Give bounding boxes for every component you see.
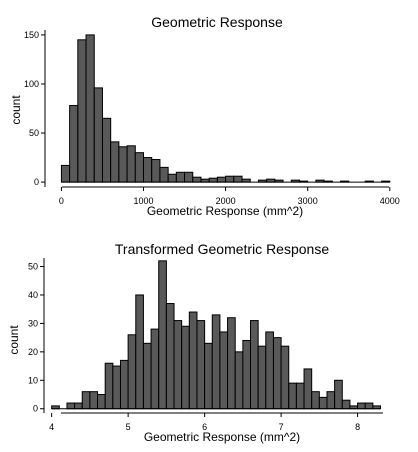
histogram-bar	[265, 331, 274, 410]
histogram-bar	[74, 402, 83, 410]
histogram-bar	[118, 146, 128, 183]
y-tick-label: 150	[24, 30, 39, 40]
histogram-bar	[173, 320, 183, 410]
histogram-bar	[69, 105, 79, 183]
histogram-bar	[167, 173, 177, 183]
histogram-bar	[126, 145, 136, 183]
histogram-bar	[357, 402, 366, 410]
histogram-bar	[93, 87, 103, 183]
histogram-bar	[165, 303, 175, 410]
histogram-bar	[364, 402, 374, 410]
histogram-bar	[112, 365, 121, 410]
y-tick-label: 100	[24, 79, 39, 89]
histogram-bar	[77, 39, 87, 183]
histogram-bar	[272, 337, 282, 410]
chart-geometric-response: Geometric Response 0 1000 2000 3000 4000 0 50…	[9, 14, 400, 218]
histogram-bar	[159, 166, 169, 183]
histogram-bar	[158, 260, 167, 410]
y-axis-label: count	[7, 325, 21, 355]
histogram-bar	[233, 175, 243, 183]
histogram-bar	[225, 175, 235, 183]
y-tick-label: 0	[33, 404, 38, 414]
x-tick-label: 4000	[380, 196, 400, 206]
histogram-bar	[151, 159, 161, 183]
histogram-bar	[216, 176, 227, 183]
histogram-bar	[142, 342, 152, 410]
x-tick-label: 4	[49, 422, 54, 432]
y-tick-label: 30	[28, 318, 38, 328]
histogram-bar	[134, 152, 145, 183]
x-tick-label: 1000	[133, 196, 153, 206]
histogram-bar	[97, 394, 106, 410]
x-axis-label: Geometric Response (mm^2)	[147, 204, 303, 218]
y-tick-label: 0	[34, 177, 39, 187]
histogram-bar	[211, 314, 221, 410]
x-ticks: 0 1000 2000 3000 4000	[59, 187, 400, 206]
histogram-bar	[257, 345, 267, 410]
histogram-bar	[196, 320, 206, 410]
histogram-bar	[204, 342, 213, 410]
y-ticks: 0 10 20 30 40 50	[28, 262, 44, 414]
histogram-bar	[188, 311, 198, 410]
x-tick-label: 3000	[298, 196, 318, 206]
y-tick-label: 20	[28, 347, 38, 357]
y-axis-label: count	[9, 95, 23, 125]
histogram-bar	[219, 331, 229, 410]
y-tick-label: 50	[28, 262, 38, 272]
histogram-bar	[184, 171, 194, 183]
histogram-bar	[101, 117, 112, 183]
x-ticks: 4 5 6 7 8	[49, 413, 360, 432]
bars	[51, 260, 382, 410]
chart-transformed-geometric-response: Transformed Geometric Response 4 5 6 7 8 0 10…	[7, 241, 383, 444]
histogram-bar	[119, 359, 129, 410]
chart-title: Geometric Response	[151, 14, 283, 30]
x-tick-label: 8	[355, 422, 360, 432]
histogram-bar	[234, 351, 244, 410]
histogram-bar	[135, 294, 144, 410]
y-tick-label: 50	[29, 128, 39, 138]
histogram-bar	[66, 402, 76, 410]
histogram-bar	[250, 320, 259, 410]
x-tick-label: 5	[126, 422, 131, 432]
histogram-bar	[242, 339, 252, 410]
histogram-bar	[89, 391, 99, 410]
histogram-bar	[143, 157, 153, 183]
histogram-bar	[85, 34, 95, 183]
histogram-bar	[127, 334, 137, 410]
chart-title: Transformed Geometric Response	[115, 241, 329, 257]
x-tick-label: 2000	[216, 196, 236, 206]
y-tick-label: 40	[28, 290, 38, 300]
x-tick-label: 0	[59, 196, 64, 206]
x-tick-label: 6	[202, 422, 207, 432]
histogram-bar	[288, 382, 297, 410]
histogram-bar	[110, 141, 120, 183]
bars	[60, 34, 391, 183]
histogram-bar	[150, 328, 160, 410]
histogram-bar	[295, 382, 305, 410]
histogram-bar	[81, 391, 91, 410]
histogram-bar	[192, 176, 202, 183]
histogram-bar	[181, 325, 190, 410]
histogram-bar	[318, 396, 328, 410]
x-tick-label: 7	[279, 422, 284, 432]
y-ticks: 0 50 100 150	[24, 30, 45, 187]
histogram-bar	[280, 345, 290, 410]
histogram-bar	[104, 362, 114, 410]
y-tick-label: 10	[28, 375, 38, 385]
histogram-bar	[303, 368, 313, 410]
histogram-bar	[208, 177, 218, 183]
histogram-bar	[60, 164, 71, 183]
x-axis-label: Geometric Response (mm^2)	[144, 430, 300, 444]
histogram-bar	[334, 379, 343, 410]
histogram-bar	[341, 399, 351, 410]
histogram-bar	[227, 317, 236, 410]
histogram-bar	[326, 391, 336, 410]
histogram-bar	[311, 391, 320, 410]
histogram-bar	[175, 171, 186, 183]
